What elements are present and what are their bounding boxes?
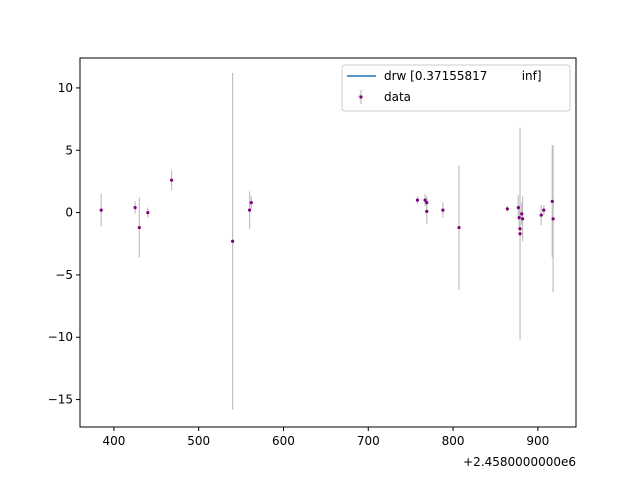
data-point xyxy=(137,225,141,230)
y-tick-label: 10 xyxy=(58,81,73,95)
data-point xyxy=(425,201,429,205)
x-tick-label: 500 xyxy=(187,434,210,448)
data-point xyxy=(520,212,524,216)
plot-area-frame xyxy=(79,57,577,428)
data-point xyxy=(169,178,174,182)
data-point xyxy=(247,208,252,212)
data-point xyxy=(505,207,509,211)
y-tick-label: 0 xyxy=(65,206,73,220)
data-point xyxy=(457,225,461,230)
y-tick-label: 5 xyxy=(65,143,73,157)
legend-entry-data: data xyxy=(384,90,411,104)
x-axis: 400 500 600 700 800 900 xyxy=(102,427,549,448)
data-point xyxy=(415,198,420,202)
data-point xyxy=(550,199,554,203)
data-point xyxy=(518,227,522,231)
data-point xyxy=(99,208,103,212)
legend-marker-swatch xyxy=(359,95,363,99)
data-point xyxy=(520,217,525,221)
data-point xyxy=(551,217,555,221)
x-tick-label: 700 xyxy=(357,434,380,448)
x-tick-label: 900 xyxy=(526,434,549,448)
x-tick-label: 600 xyxy=(272,434,295,448)
x-offset-label: +2.4580000000e6 xyxy=(463,455,576,469)
data-point xyxy=(542,208,546,212)
data-point xyxy=(441,208,445,212)
legend: drw [0.37155817 inf] data xyxy=(341,64,571,112)
y-tick-label: −5 xyxy=(55,268,73,282)
data-point xyxy=(231,239,235,243)
data-point xyxy=(539,213,543,217)
data-point xyxy=(425,209,429,213)
y-tick-label: −15 xyxy=(48,393,73,407)
data-point xyxy=(423,198,427,202)
legend-box xyxy=(341,64,571,112)
x-tick-label: 800 xyxy=(442,434,465,448)
data-point xyxy=(146,210,150,215)
data-point xyxy=(133,205,137,210)
legend-entry-drw: drw [0.37155817 inf] xyxy=(384,69,542,83)
data-point xyxy=(518,232,522,236)
y-axis: −15 −10 −5 0 5 10 xyxy=(48,81,80,407)
data-point xyxy=(517,215,521,220)
errorbar-group xyxy=(100,72,554,410)
data-point xyxy=(516,205,520,210)
x-tick-label: 400 xyxy=(102,434,125,448)
y-tick-label: −10 xyxy=(48,330,73,344)
data-point xyxy=(249,201,253,205)
marker-group xyxy=(99,95,555,243)
